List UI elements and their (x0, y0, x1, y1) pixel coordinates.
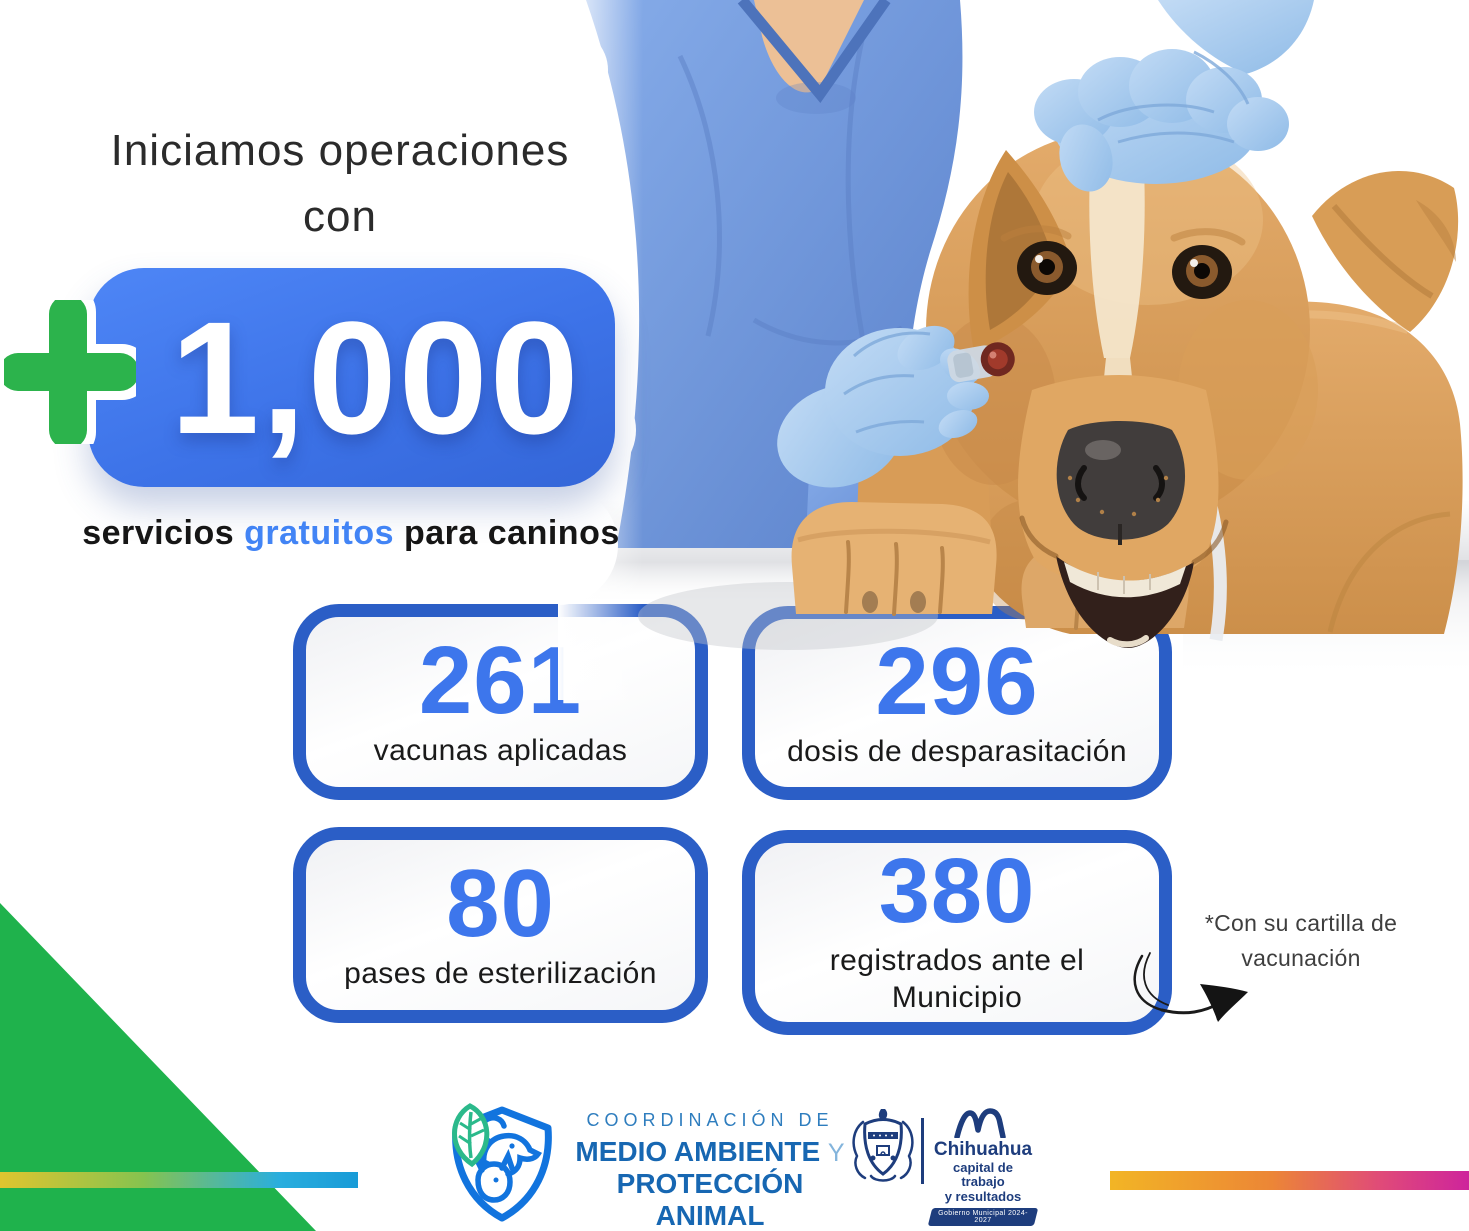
city-crest-icon (852, 1109, 914, 1182)
dog-right-eye (1172, 245, 1232, 299)
highlight-badge: 1,000 (88, 268, 615, 487)
subheading-accent: gratuitos (244, 514, 395, 552)
coordination-line-3: PROTECCIÓN ANIMAL (616, 1168, 804, 1231)
stat-card-sterilization: 80 pases de esterilización (293, 827, 708, 1023)
stat-card-deworming: 296 dosis de desparasitación (742, 606, 1172, 800)
gradient-bar-left (0, 1172, 358, 1188)
stat-card-registered: 380 registrados ante el Municipio (742, 830, 1172, 1035)
city-tagline-1: capital de trabajo (953, 1160, 1013, 1190)
stat-label: vacunas aplicadas (373, 733, 628, 767)
footer-divider (921, 1118, 924, 1184)
gradient-bar-right (1110, 1171, 1469, 1190)
stat-value: 296 (875, 627, 1039, 735)
plus-icon (4, 300, 136, 444)
subheading-post: para caninos (394, 514, 620, 552)
note-line-1: *Con su cartilla de (1204, 910, 1398, 936)
note-line-2: vacunación (1241, 944, 1361, 971)
gloved-hand-vial (777, 325, 1015, 488)
blood-vial-icon (947, 342, 1015, 383)
stat-value: 80 (446, 849, 555, 957)
city-banner: Gobierno Municipal 2024-2027 (927, 1207, 1039, 1226)
badge-value: 1,000 (170, 287, 581, 467)
dog-left-eye (1017, 241, 1077, 295)
coordination-line-2-strong: MEDIO AMBIENTE (575, 1136, 821, 1167)
stat-label: pases de esterilización (344, 956, 657, 990)
page-title: Iniciamos operaciones con (40, 118, 640, 250)
whisker-dots (1067, 475, 1169, 517)
coordination-line-2: MEDIO AMBIENTE Y (560, 1136, 860, 1168)
stat-label: dosis de desparasitación (787, 734, 1127, 768)
gloved-hand-on-head (1034, 0, 1314, 192)
hand-drawn-arrow-icon (1133, 952, 1248, 1022)
veterinarian-figure (586, 0, 963, 580)
subheading: servicios gratuitos para caninos (31, 514, 671, 553)
stat-value: 261 (418, 626, 583, 734)
city-tagline-2: y resultados (944, 1188, 1022, 1204)
coordination-line-2-light: Y (827, 1139, 845, 1167)
chihuahua-m-icon (954, 1108, 1006, 1138)
city-name: Chihuahua (933, 1139, 1033, 1160)
cat-outline-icon (469, 1148, 515, 1203)
title-line-1: Iniciamos operaciones (110, 126, 570, 175)
leaf-icon (452, 1103, 490, 1168)
vet-and-dog-photo (558, 0, 1469, 700)
coordination-wordmark: COORDINACIÓN DE MEDIO AMBIENTE Y PROTECC… (560, 1110, 860, 1231)
vaccination-card-note: *Con su cartilla de vacunación (1183, 906, 1419, 975)
stat-label: registrados ante el Municipio (829, 943, 1085, 1015)
title-line-2: con (303, 192, 377, 241)
chihuahua-brand: Chihuahua capital de trabajo y resultado… (927, 1108, 1039, 1227)
stat-value: 380 (878, 840, 1036, 943)
dog-illustration (791, 125, 1463, 648)
coordination-shield-logo-icon (452, 1103, 552, 1222)
coordination-line-1: COORDINACIÓN DE (586, 1110, 834, 1130)
subheading-pre: servicios (82, 514, 245, 552)
stat-card-vaccines: 261 vacunas aplicadas (293, 604, 708, 800)
